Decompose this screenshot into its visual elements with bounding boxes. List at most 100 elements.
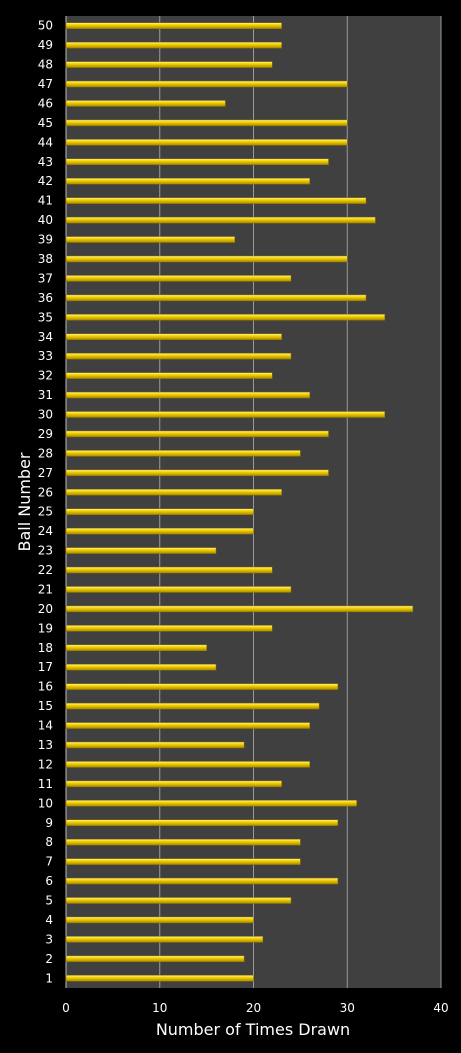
y-tick-label: 15 — [38, 699, 53, 713]
y-tick-label: 50 — [38, 19, 53, 33]
bar-35 — [65, 314, 385, 321]
bar-23 — [65, 547, 217, 554]
y-tick-label: 27 — [38, 466, 53, 480]
y-tick-label: 28 — [38, 446, 53, 460]
bar-27 — [65, 469, 329, 477]
bar-46 — [65, 100, 226, 107]
bar-3 — [65, 936, 264, 943]
bar-36 — [65, 294, 367, 302]
y-tick-label: 8 — [45, 835, 53, 849]
y-tick-labels: 1234567891011121314151617181920212223242… — [38, 19, 53, 986]
y-tick-label: 7 — [45, 855, 53, 869]
bar-10 — [65, 800, 357, 807]
bar-20 — [65, 605, 414, 613]
bar-33 — [65, 352, 292, 360]
bars — [65, 22, 414, 982]
bar-8 — [65, 838, 301, 846]
y-tick-label: 17 — [38, 660, 53, 674]
bar-13 — [65, 741, 245, 749]
y-tick-label: 22 — [38, 563, 53, 577]
x-tick-label: 30 — [340, 1001, 355, 1015]
x-tick-label: 0 — [62, 1001, 70, 1015]
y-tick-label: 46 — [38, 96, 53, 110]
y-tick-label: 30 — [38, 408, 53, 422]
bar-18 — [65, 644, 207, 652]
y-tick-label: 26 — [38, 485, 53, 499]
y-tick-label: 25 — [38, 505, 53, 519]
bar-24 — [65, 527, 254, 535]
bar-28 — [65, 450, 301, 457]
y-tick-label: 43 — [38, 155, 53, 169]
y-tick-label: 41 — [38, 194, 53, 208]
y-tick-label: 13 — [38, 738, 53, 752]
x-tick-label: 10 — [152, 1001, 167, 1015]
y-tick-label: 38 — [38, 252, 53, 266]
y-tick-label: 5 — [45, 894, 53, 908]
y-tick-label: 49 — [38, 38, 53, 52]
y-tick-label: 45 — [38, 116, 53, 130]
y-tick-label: 35 — [38, 310, 53, 324]
y-tick-label: 19 — [38, 621, 53, 635]
bar-39 — [65, 236, 235, 243]
bar-32 — [65, 372, 273, 379]
x-axis-title: Number of Times Drawn — [156, 1020, 350, 1039]
x-tick-labels: 0 10 20 30 40 — [62, 1001, 448, 1015]
y-tick-label: 23 — [38, 544, 53, 558]
bar-9 — [65, 819, 339, 827]
y-tick-label: 40 — [38, 213, 53, 227]
bar-7 — [65, 858, 301, 865]
bar-11 — [65, 780, 282, 788]
y-tick-label: 6 — [45, 874, 53, 888]
y-tick-label: 33 — [38, 349, 53, 363]
y-tick-label: 3 — [45, 932, 53, 946]
bar-25 — [65, 508, 254, 515]
bar-47 — [65, 80, 348, 88]
bar-22 — [65, 566, 273, 574]
y-tick-label: 2 — [45, 952, 53, 966]
bar-34 — [65, 333, 282, 341]
y-tick-label: 21 — [38, 582, 53, 596]
bar-44 — [65, 139, 348, 146]
y-tick-label: 39 — [38, 233, 53, 247]
y-tick-label: 1 — [45, 971, 53, 985]
y-tick-label: 36 — [38, 291, 53, 305]
bar-12 — [65, 761, 310, 768]
y-tick-label: 14 — [38, 719, 53, 733]
y-tick-label: 31 — [38, 388, 53, 402]
bar-16 — [65, 683, 339, 690]
bar-21 — [65, 586, 292, 593]
y-tick-label: 16 — [38, 680, 53, 694]
y-tick-label: 42 — [38, 174, 53, 188]
y-tick-label: 29 — [38, 427, 53, 441]
bar-29 — [65, 430, 329, 438]
bar-42 — [65, 177, 310, 185]
bar-31 — [65, 391, 310, 399]
bar-38 — [65, 255, 348, 263]
bar-49 — [65, 41, 282, 49]
y-tick-label: 20 — [38, 602, 53, 616]
bar-41 — [65, 197, 367, 204]
bar-17 — [65, 663, 217, 671]
bar-40 — [65, 216, 376, 224]
bar-43 — [65, 158, 329, 166]
y-tick-label: 37 — [38, 271, 53, 285]
bar-50 — [65, 22, 282, 29]
y-tick-label: 32 — [38, 369, 53, 383]
x-tick-label: 20 — [246, 1001, 261, 1015]
bar-48 — [65, 61, 273, 68]
y-tick-label: 11 — [38, 777, 53, 791]
y-tick-label: 18 — [38, 641, 53, 655]
y-axis-title: Ball Number — [15, 452, 34, 551]
bar-14 — [65, 722, 310, 729]
bar-19 — [65, 625, 273, 632]
y-tick-label: 9 — [45, 816, 53, 830]
bar-4 — [65, 916, 254, 924]
bar-6 — [65, 877, 339, 885]
bar-30 — [65, 411, 385, 418]
y-tick-label: 44 — [38, 135, 53, 149]
x-tick-label: 40 — [433, 1001, 448, 1015]
bar-2 — [65, 955, 245, 963]
bar-15 — [65, 702, 320, 710]
bar-5 — [65, 897, 292, 904]
